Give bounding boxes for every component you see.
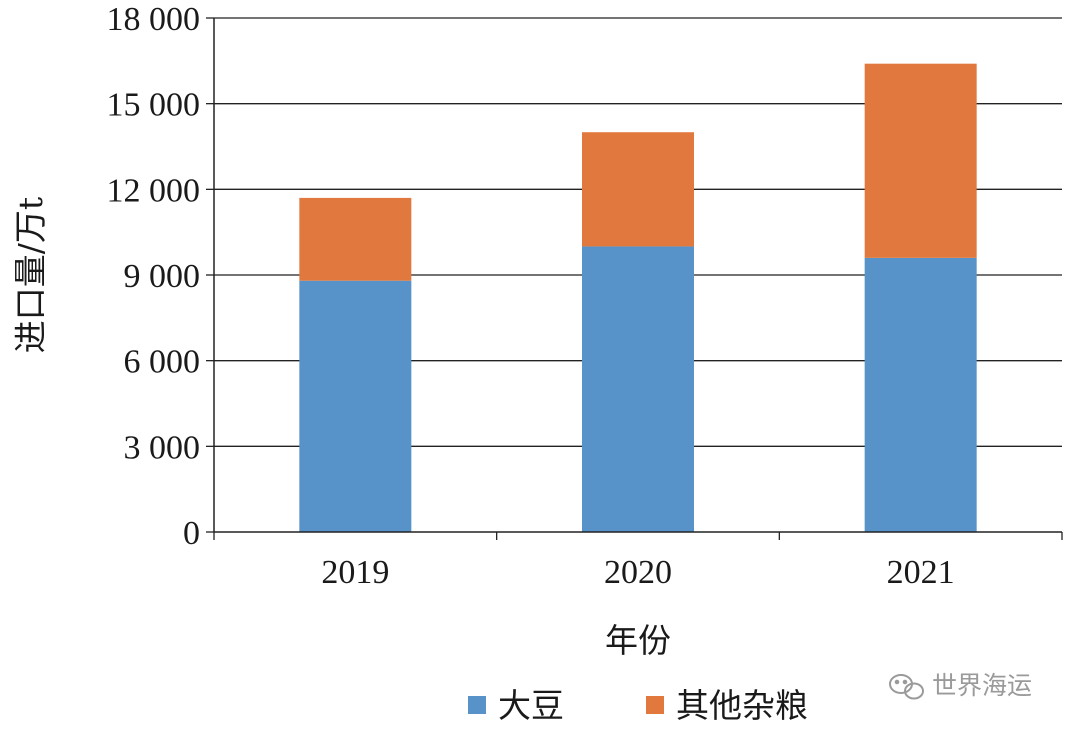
- bar-2019-other-grains: [299, 197, 412, 281]
- legend-swatch-other-grains: [646, 696, 664, 714]
- y-tick-label: 3 000: [124, 429, 201, 466]
- watermark-text: 世界海运: [932, 671, 1032, 700]
- x-tick-labels: 2019 2020 2021: [321, 554, 954, 591]
- x-tick-label: 2020: [604, 554, 672, 591]
- bar-2020-other-grains: [582, 132, 694, 247]
- legend-swatch-soybean: [468, 696, 486, 714]
- y-tick-label: 18 000: [107, 1, 201, 38]
- watermark: 世界海运: [889, 671, 1032, 700]
- legend: 大豆 其他杂粮: [468, 686, 808, 725]
- bar-2019-soybean: [299, 280, 412, 532]
- y-tick-label: 9 000: [124, 258, 201, 295]
- axes: [206, 17, 1063, 540]
- y-tick-label: 0: [183, 515, 200, 552]
- legend-label-other-grains: 其他杂粮: [676, 686, 808, 725]
- x-axis-title: 年份: [605, 621, 671, 660]
- y-axis-title: 进口量/万t: [11, 197, 50, 353]
- legend-label-soybean: 大豆: [498, 686, 564, 725]
- x-tick-label: 2021: [887, 554, 955, 591]
- y-tick-label: 12 000: [107, 172, 201, 209]
- y-tick-label: 15 000: [107, 87, 201, 124]
- x-tick-label: 2019: [321, 554, 389, 591]
- bar-2020-soybean: [582, 246, 694, 532]
- bars: [299, 63, 977, 532]
- wechat-icon: [889, 674, 924, 700]
- bar-2021-other-grains: [864, 63, 977, 258]
- bar-2021-soybean: [864, 257, 977, 532]
- y-tick-labels: 0 3 000 6 000 9 000 12 000 15 000 18 000: [107, 1, 201, 552]
- y-tick-label: 6 000: [124, 344, 201, 381]
